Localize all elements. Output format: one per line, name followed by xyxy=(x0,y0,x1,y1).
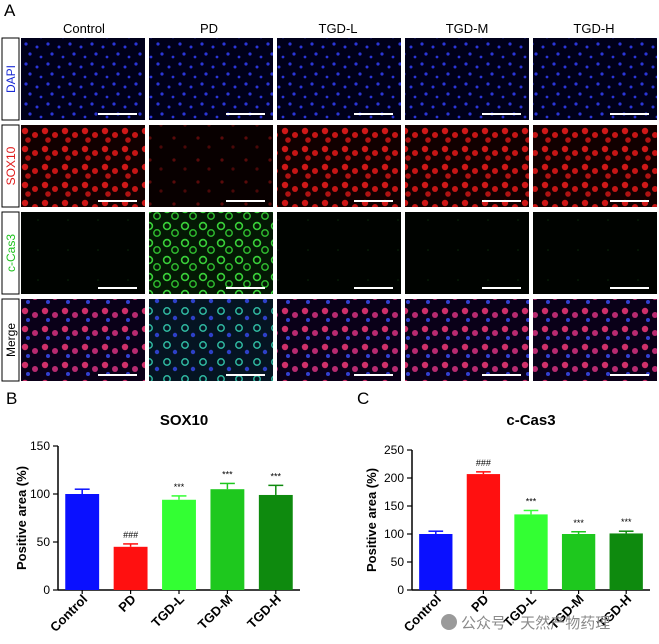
bar-tgd-h xyxy=(258,494,293,590)
micrograph-merge-tgd-m xyxy=(405,299,529,381)
grid-column-headers: Control PD TGD-L TGD-M TGD-H xyxy=(63,21,615,36)
column-header-tgd-m: TGD-M xyxy=(446,21,489,36)
bar-control xyxy=(419,534,453,590)
micrograph-sox10-tgd-m xyxy=(405,125,529,207)
significance-label: *** xyxy=(573,518,584,528)
micrograph-c-cas3-tgd-l xyxy=(277,212,401,294)
micrograph-dapi-pd xyxy=(149,38,273,120)
micrograph-sox10-pd xyxy=(149,125,273,207)
significance-label: ### xyxy=(476,458,491,468)
bar-pd xyxy=(113,546,148,590)
y-axis-label: Positive area (%) xyxy=(14,466,29,570)
bar-tgd-l xyxy=(514,514,548,590)
x-tick-label: TGD-M xyxy=(195,592,236,633)
significance-label: ### xyxy=(123,530,138,540)
micrograph-sox10-tgd-l xyxy=(277,125,401,207)
row-label-merge: Merge xyxy=(4,323,18,357)
y-tick-label: 50 xyxy=(391,555,405,569)
y-axis-label: Positive area (%) xyxy=(364,468,379,572)
micrograph-dapi-tgd-m xyxy=(405,38,529,120)
panel-letter-c: C xyxy=(357,389,369,408)
micrograph-merge-pd xyxy=(149,299,273,381)
x-tick-label: TGD-L xyxy=(148,591,187,630)
y-tick-label: 100 xyxy=(30,487,50,501)
micrograph-dapi-tgd-l xyxy=(277,38,401,120)
watermark-logo-icon xyxy=(441,614,457,630)
watermark-text: 公众号 · 天然产物药理 xyxy=(461,614,610,632)
row-label-c-cas3: c-Cas3 xyxy=(4,234,18,272)
y-tick-label: 100 xyxy=(384,527,404,541)
bar-tgd-m xyxy=(210,489,245,590)
micrograph-merge-tgd-h xyxy=(533,299,657,381)
scale-bars xyxy=(98,113,649,376)
column-header-control: Control xyxy=(63,21,105,36)
panel-letter-a: A xyxy=(4,1,16,20)
micrograph-sox10-tgd-h xyxy=(533,125,657,207)
micrograph-grid xyxy=(21,38,657,381)
grid-row-labels: DAPI SOX10 c-Cas3 Merge xyxy=(1,37,20,382)
chart-title: SOX10 xyxy=(160,412,208,429)
y-tick-label: 0 xyxy=(43,583,50,597)
bar-tgd-m xyxy=(561,534,596,590)
significance-label: *** xyxy=(621,517,632,527)
micrograph-merge-tgd-l xyxy=(277,299,401,381)
bar-tgd-l xyxy=(162,499,196,590)
bar-control xyxy=(65,494,100,590)
row-label-sox10: SOX10 xyxy=(4,146,18,185)
y-tick-label: 150 xyxy=(30,439,50,453)
column-header-tgd-h: TGD-H xyxy=(573,21,614,36)
chart-title: c-Cas3 xyxy=(506,412,555,429)
x-tick-label: Control xyxy=(47,592,90,635)
micrograph-sox10-control xyxy=(21,125,145,207)
y-tick-label: 250 xyxy=(384,443,404,457)
micrograph-dapi-control xyxy=(21,38,145,120)
significance-label: *** xyxy=(174,482,185,492)
bar-tgd-h xyxy=(609,533,643,590)
watermark: 公众号 · 天然产物药理 xyxy=(441,614,610,632)
panel-letter-b: B xyxy=(6,389,17,408)
micrograph-c-cas3-control xyxy=(21,212,145,294)
column-header-tgd-l: TGD-L xyxy=(319,21,358,36)
significance-label: *** xyxy=(526,496,537,506)
x-tick-label: Control xyxy=(401,592,444,635)
significance-label: *** xyxy=(271,471,282,481)
x-tick-label: TGD-H xyxy=(244,592,284,632)
micrograph-c-cas3-tgd-h xyxy=(533,212,657,294)
x-tick-label: PD xyxy=(115,592,138,615)
micrograph-merge-control xyxy=(21,299,145,381)
bar-pd xyxy=(466,474,501,590)
x-tick-label: PD xyxy=(468,592,491,615)
y-tick-label: 150 xyxy=(384,499,404,513)
y-tick-label: 0 xyxy=(397,583,404,597)
c-cas3-bar-chart: c-Cas3 Positive area (%) 0 50 100 150 200 250 Co… xyxy=(364,412,650,635)
column-header-pd: PD xyxy=(200,21,218,36)
row-label-dapi: DAPI xyxy=(4,65,18,93)
micrograph-c-cas3-pd xyxy=(149,212,273,294)
sox10-bar-chart: SOX10 Positive area (%) 0 50 100 150 Control ##… xyxy=(14,412,300,635)
micrograph-dapi-tgd-h xyxy=(533,38,657,120)
significance-label: *** xyxy=(222,469,233,479)
y-tick-label: 200 xyxy=(384,471,404,485)
micrograph-c-cas3-tgd-m xyxy=(405,212,529,294)
y-tick-label: 50 xyxy=(37,535,51,549)
